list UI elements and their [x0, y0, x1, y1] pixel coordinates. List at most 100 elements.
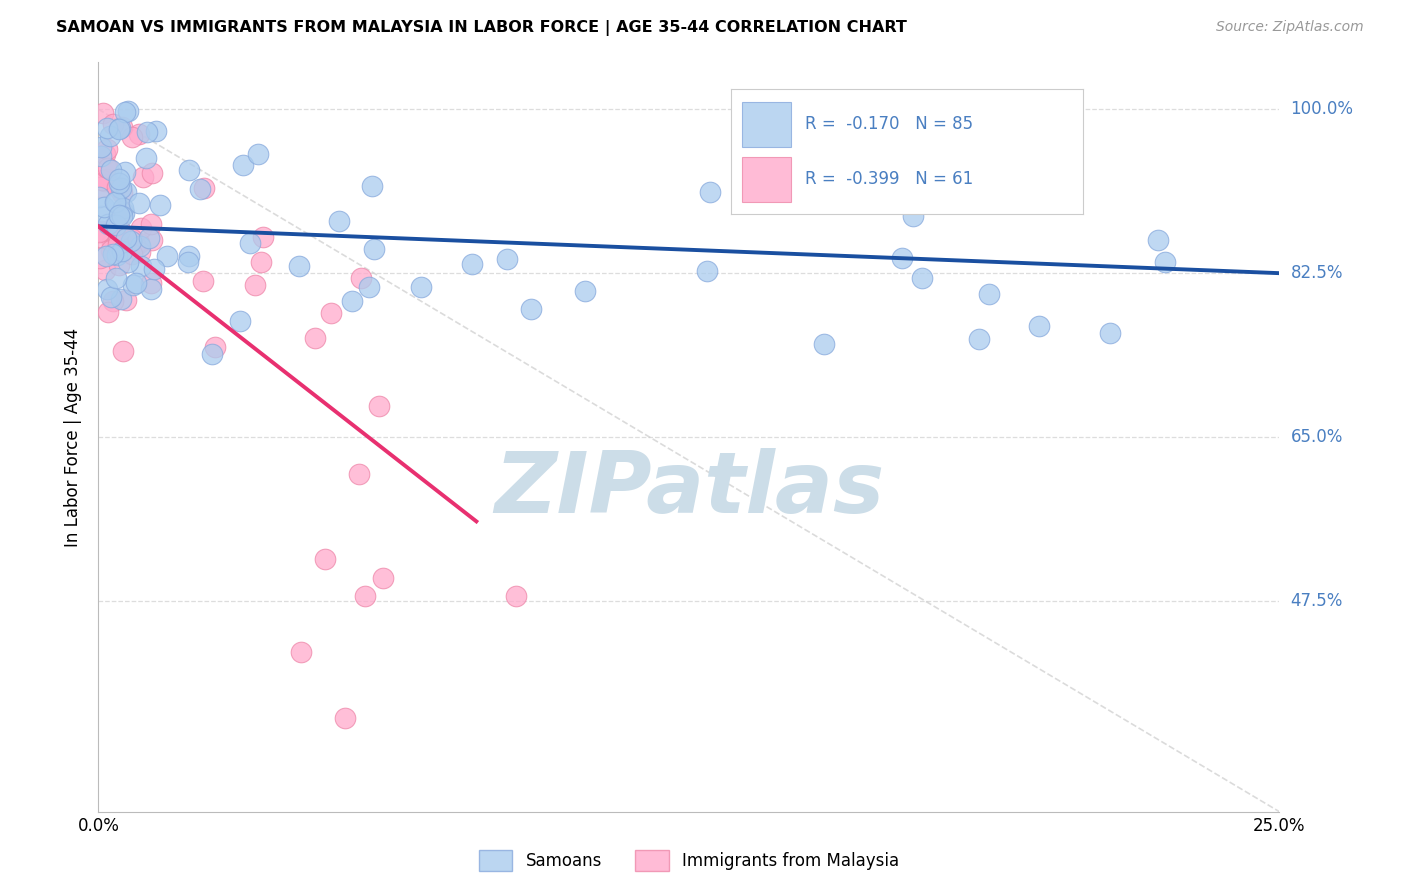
Text: Source: ZipAtlas.com: Source: ZipAtlas.com — [1216, 20, 1364, 34]
Point — [191, 274, 214, 288]
Point — [696, 264, 718, 278]
Legend: Samoans, Immigrants from Malaysia: Samoans, Immigrants from Malaysia — [479, 850, 898, 871]
Point — [94, 147, 117, 161]
Point — [1146, 233, 1168, 247]
Point — [135, 152, 157, 166]
Point — [138, 230, 160, 244]
Point — [314, 551, 336, 566]
Point — [108, 121, 131, 136]
Point — [139, 282, 162, 296]
Point — [114, 105, 136, 120]
Point — [122, 277, 145, 292]
Point — [93, 200, 115, 214]
Point — [156, 249, 179, 263]
Point — [89, 190, 111, 204]
Point — [121, 232, 143, 246]
Point — [111, 203, 134, 218]
Point — [125, 276, 148, 290]
Point — [108, 182, 131, 196]
Point — [1154, 254, 1177, 268]
Point — [110, 121, 132, 136]
Point — [90, 230, 112, 244]
Point — [699, 185, 721, 199]
Text: 47.5%: 47.5% — [1291, 592, 1343, 610]
Point — [107, 232, 129, 246]
Point — [813, 337, 835, 351]
Point — [193, 181, 215, 195]
Point — [107, 172, 129, 186]
Point — [141, 166, 163, 180]
Text: 65.0%: 65.0% — [1291, 428, 1343, 446]
Point — [243, 278, 266, 293]
Point — [124, 238, 146, 252]
Point — [136, 125, 159, 139]
Point — [967, 332, 990, 346]
Point — [120, 234, 142, 248]
Point — [141, 234, 163, 248]
Point — [128, 127, 150, 141]
Point — [304, 331, 326, 345]
Point — [94, 263, 117, 277]
Point — [128, 195, 150, 210]
Point — [145, 124, 167, 138]
Point — [129, 239, 152, 253]
Point — [90, 149, 112, 163]
Point — [461, 257, 484, 271]
Point — [108, 258, 131, 272]
Point — [409, 280, 432, 294]
Point — [107, 176, 129, 190]
Text: SAMOAN VS IMMIGRANTS FROM MALAYSIA IN LABOR FORCE | AGE 35-44 CORRELATION CHART: SAMOAN VS IMMIGRANTS FROM MALAYSIA IN LA… — [56, 20, 907, 36]
Point — [100, 162, 122, 177]
Text: 82.5%: 82.5% — [1291, 264, 1343, 282]
Point — [108, 208, 131, 222]
Point — [890, 251, 912, 265]
Point — [101, 235, 124, 250]
Point — [104, 270, 127, 285]
Point — [287, 259, 309, 273]
Point — [114, 165, 136, 179]
Y-axis label: In Labor Force | Age 35-44: In Labor Force | Age 35-44 — [65, 327, 83, 547]
Point — [201, 347, 224, 361]
Point — [100, 290, 122, 304]
Point — [114, 293, 136, 307]
Point — [232, 158, 254, 172]
Point — [89, 225, 111, 239]
Point — [97, 161, 120, 175]
Point — [101, 117, 124, 131]
Point — [111, 120, 134, 135]
Point — [111, 343, 134, 358]
Point — [104, 195, 127, 210]
Point — [901, 210, 924, 224]
Point — [360, 179, 382, 194]
Point — [115, 231, 138, 245]
Point — [239, 235, 262, 250]
Point — [911, 271, 934, 285]
Point — [117, 255, 139, 269]
Point — [90, 224, 112, 238]
Point — [97, 217, 120, 231]
Point — [371, 571, 394, 585]
Point — [250, 255, 273, 269]
Point — [112, 206, 135, 220]
Point — [100, 243, 122, 257]
Point — [111, 209, 134, 223]
Point — [94, 174, 117, 188]
Point — [359, 279, 381, 293]
Point — [505, 590, 527, 604]
Point — [111, 201, 134, 215]
Text: ZIPatlas: ZIPatlas — [494, 448, 884, 531]
Point — [96, 172, 118, 186]
Point — [90, 140, 112, 154]
Text: 100.0%: 100.0% — [1291, 100, 1354, 119]
Point — [1039, 181, 1062, 195]
Point — [89, 252, 111, 266]
Point — [737, 105, 759, 120]
Point — [104, 218, 127, 232]
Point — [229, 314, 252, 328]
FancyBboxPatch shape — [742, 157, 790, 202]
FancyBboxPatch shape — [742, 102, 790, 146]
Point — [979, 287, 1001, 301]
Point — [574, 284, 596, 298]
Point — [117, 103, 139, 118]
Point — [188, 182, 211, 196]
